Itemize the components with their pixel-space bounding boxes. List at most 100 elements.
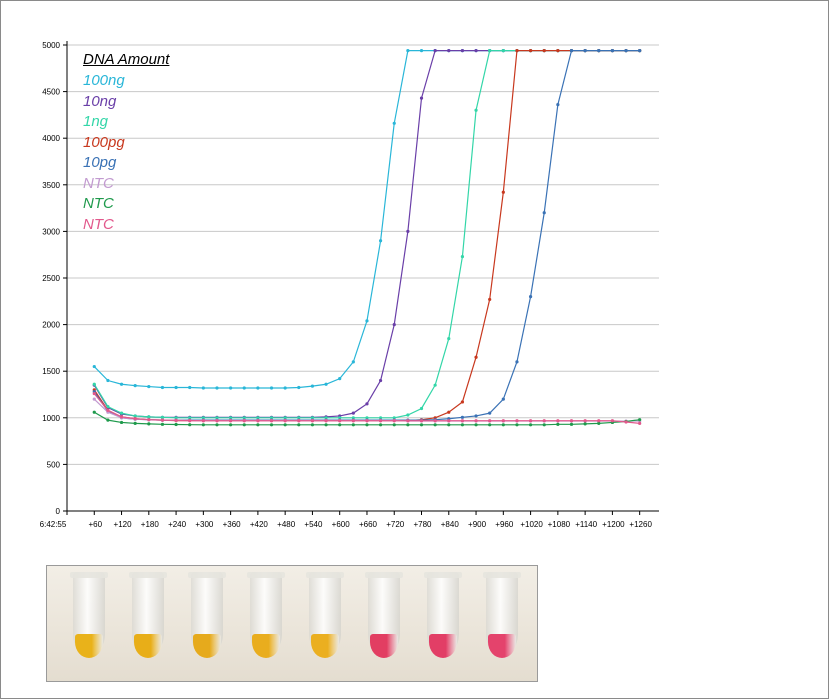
- data-point: [324, 416, 328, 420]
- data-point: [474, 423, 478, 427]
- data-point: [297, 419, 301, 423]
- data-point: [474, 355, 478, 359]
- tube: [480, 572, 524, 672]
- series-ntc: [92, 410, 642, 427]
- data-point: [460, 400, 465, 404]
- data-point: [256, 419, 260, 423]
- x-tick-label: +1080: [548, 520, 571, 529]
- tube-rim: [483, 572, 521, 578]
- tube-liquid: [311, 634, 339, 658]
- data-point: [569, 422, 574, 426]
- y-tick-label: 1500: [42, 367, 60, 376]
- x-tick-label: +180: [141, 520, 160, 529]
- data-point: [351, 360, 355, 364]
- data-point: [392, 323, 396, 327]
- data-point: [638, 421, 642, 425]
- x-tick-labels: 6:42:55 +60 +120 +180 +240 +300 +360 +420 +480 +5…: [40, 520, 653, 529]
- data-point: [515, 423, 519, 427]
- data-point: [215, 386, 219, 390]
- tube-photo: [46, 565, 538, 682]
- data-point: [624, 420, 628, 424]
- data-point: [106, 378, 110, 383]
- data-point: [297, 416, 301, 420]
- data-point: [583, 422, 587, 426]
- data-point: [256, 416, 260, 420]
- data-point: [392, 423, 396, 427]
- data-point: [160, 415, 165, 419]
- data-point: [474, 48, 478, 53]
- data-point: [160, 422, 165, 426]
- data-point: [365, 419, 369, 423]
- data-point: [215, 416, 219, 420]
- tube-rim: [424, 572, 462, 578]
- tube-rim: [129, 572, 167, 578]
- x-tick-label: +480: [277, 520, 296, 529]
- x-tick-label: +1260: [629, 520, 652, 529]
- series-lines: [92, 48, 642, 427]
- data-point: [147, 384, 151, 389]
- data-point: [597, 419, 601, 423]
- y-tick-label: 1000: [42, 414, 60, 423]
- data-point: [133, 421, 137, 425]
- data-point: [215, 423, 219, 427]
- data-point: [515, 419, 519, 423]
- data-point: [474, 414, 478, 418]
- data-point: [269, 416, 274, 420]
- tube-rim: [365, 572, 403, 578]
- data-point: [310, 384, 315, 388]
- data-point: [92, 391, 96, 396]
- legend-item-ntc: NTC: [83, 195, 114, 212]
- data-point: [556, 48, 560, 53]
- data-point: [283, 419, 287, 423]
- x-tick-label: +540: [304, 520, 323, 529]
- y-tick-label: 3500: [42, 181, 60, 190]
- y-tick-label: 500: [47, 460, 61, 469]
- x-tick-label: +660: [359, 520, 378, 529]
- data-point: [447, 336, 451, 341]
- data-point: [447, 48, 451, 53]
- data-point: [174, 418, 178, 423]
- data-point: [201, 386, 205, 390]
- data-point: [310, 423, 315, 427]
- x-tick-label: +720: [386, 520, 405, 529]
- x-tick-label: +1140: [575, 520, 597, 529]
- data-point: [501, 423, 505, 427]
- axes: [63, 41, 659, 515]
- y-tick-label: 3000: [42, 227, 60, 236]
- data-point: [201, 419, 205, 423]
- data-point: [528, 48, 533, 53]
- data-point: [488, 48, 492, 53]
- data-point: [515, 360, 519, 364]
- data-point: [351, 419, 355, 423]
- data-point: [229, 419, 233, 423]
- data-point: [379, 419, 383, 423]
- data-point: [133, 384, 137, 388]
- tube: [421, 572, 465, 672]
- data-point: [338, 423, 342, 427]
- data-point: [515, 48, 519, 53]
- y-tick-label: 4500: [42, 88, 60, 97]
- data-point: [174, 385, 178, 390]
- data-point: [379, 378, 383, 383]
- data-point: [119, 420, 124, 425]
- x-tick-label: +60: [88, 520, 102, 529]
- data-point: [488, 419, 492, 423]
- data-point: [283, 386, 287, 390]
- x-tick-label: +600: [332, 520, 351, 529]
- tube-rim: [247, 572, 285, 578]
- data-point: [569, 48, 574, 53]
- data-point: [542, 423, 546, 427]
- data-point: [269, 423, 274, 427]
- data-point: [147, 415, 151, 419]
- data-point: [488, 411, 492, 415]
- legend-title: DNA Amount: [83, 51, 170, 68]
- data-point: [324, 423, 328, 427]
- tube: [126, 572, 170, 672]
- data-point: [488, 297, 492, 302]
- data-point: [365, 423, 369, 427]
- data-point: [433, 48, 437, 53]
- data-point: [351, 416, 355, 420]
- data-point: [460, 48, 465, 53]
- tube-liquid: [252, 634, 280, 658]
- data-point: [433, 383, 437, 387]
